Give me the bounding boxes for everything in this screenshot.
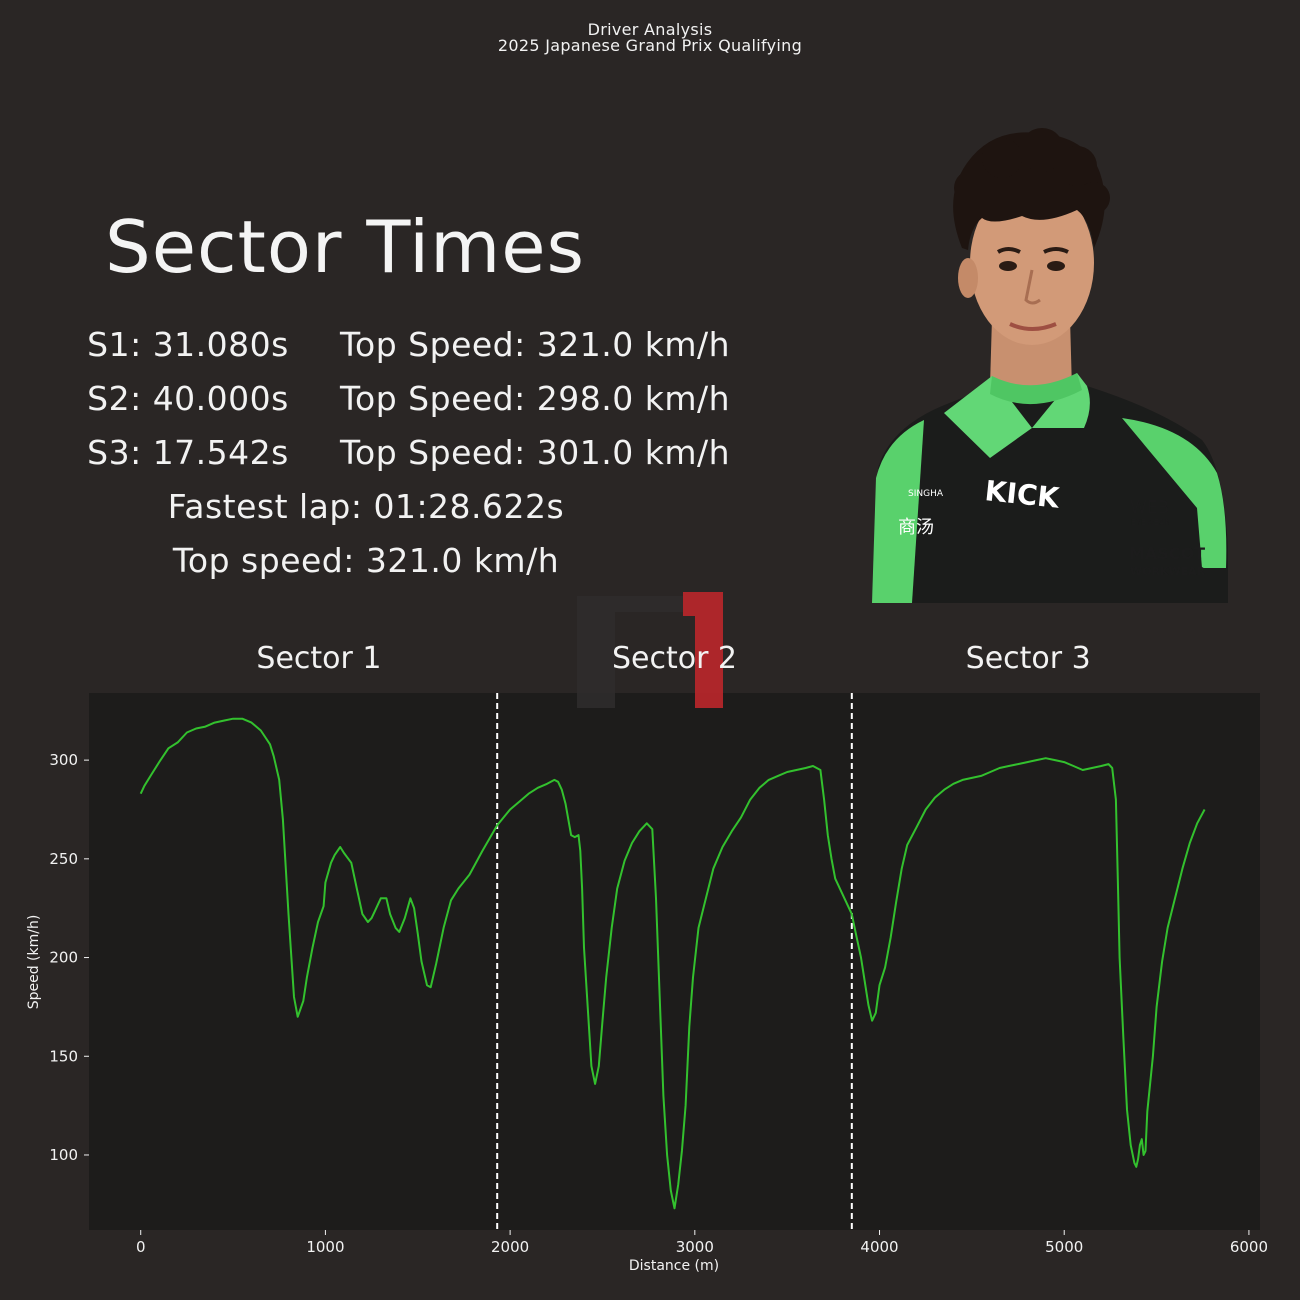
right-eyebrow [1043, 247, 1069, 254]
sector-label-3: Sector 3 [966, 641, 1091, 676]
mouth [1009, 322, 1057, 331]
suit-left-shoulder [872, 420, 924, 603]
suit-sponsor-mascot: MASCOT [1129, 544, 1205, 563]
sector3-top-speed: Top Speed: 301.0 km/h [340, 433, 730, 472]
collar-band [990, 373, 1082, 405]
x-tick-label: 5000 [1045, 1238, 1083, 1256]
x-axis-label: Distance (m) [629, 1258, 719, 1274]
face [970, 181, 1094, 345]
left-eye [999, 261, 1017, 271]
sector-label-1: Sector 1 [256, 641, 381, 676]
fastest-lap: Fastest lap: 01:28.622s [167, 487, 565, 526]
x-tick-label: 2000 [491, 1238, 529, 1256]
left-ear [958, 258, 978, 298]
right-eye [1047, 261, 1065, 271]
y-axis-label: Speed (km/h) [26, 915, 42, 1010]
sector2-time: S2: 40.000s [87, 379, 289, 418]
sector-times-heading: Sector Times [105, 205, 586, 289]
speed-line [139, 717, 1206, 1210]
plot-area [89, 693, 1260, 1230]
suit-sponsor-eyewear: EYEWEAR [1131, 518, 1170, 527]
suit-sponsor-sensetime: 商汤 [898, 517, 934, 538]
figure-header: Driver Analysis 2025 Japanese Grand Prix… [0, 22, 1300, 54]
left-eyebrow [996, 247, 1021, 254]
y-tick-label: 300 [49, 751, 78, 769]
sector3-time: S3: 17.542s [87, 433, 289, 472]
overall-top-speed: Top speed: 321.0 km/h [172, 541, 560, 580]
f1-logo-icon [577, 592, 723, 708]
figure-subtitle: 2025 Japanese Grand Prix Qualifying [497, 36, 803, 55]
suit-sponsor-workwear: WORKWEAR [1130, 565, 1206, 578]
x-tick-label: 6000 [1230, 1238, 1268, 1256]
sector1-time: S1: 31.080s [87, 325, 289, 364]
y-tick-label: 200 [49, 949, 78, 967]
sector2-top-speed: Top Speed: 298.0 km/h [340, 379, 730, 418]
sector-label-2: Sector 2 [612, 641, 737, 676]
suit-right-shoulder [1122, 418, 1227, 568]
sector1-top-speed: Top Speed: 321.0 km/h [340, 325, 730, 364]
y-tick-label: 150 [49, 1047, 78, 1065]
x-tick-label: 0 [136, 1238, 146, 1256]
suit-collar [944, 376, 1032, 458]
suit-sponsor-kick: KICK [983, 474, 1062, 515]
x-tick-label: 3000 [676, 1238, 714, 1256]
y-tick-label: 250 [49, 850, 78, 868]
figure-title: Driver Analysis [587, 20, 713, 39]
x-tick-label: 4000 [860, 1238, 898, 1256]
race-suit [872, 386, 1228, 603]
nose [1024, 269, 1041, 305]
suit-sponsor-web: WEB [1130, 498, 1169, 518]
driver-photo: KICK SINGHA WEB EYEWEAR MASCOT WORKWEAR … [872, 128, 1228, 603]
suit-sponsor-singha: SINGHA [908, 489, 944, 499]
x-tick-label: 1000 [306, 1238, 344, 1256]
y-tick-label: 100 [49, 1146, 78, 1164]
